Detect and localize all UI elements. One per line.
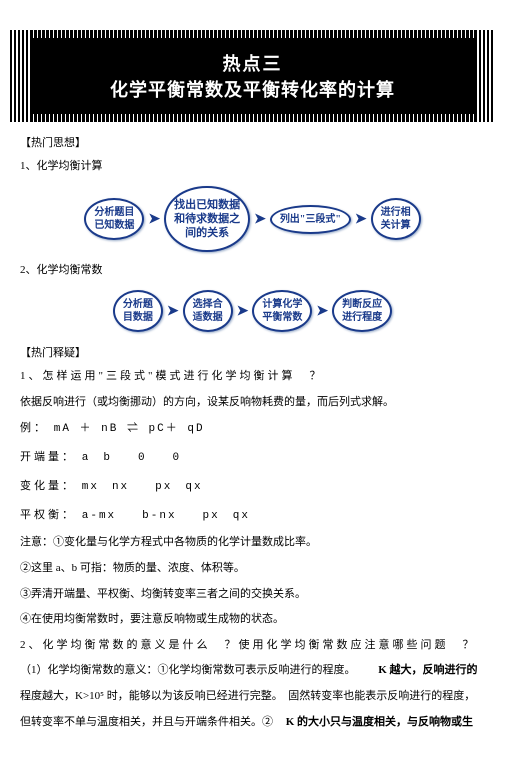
note-4: ④在使用均衡常数时，要注意反响物或生成物的状态。	[20, 611, 485, 629]
flow2-node-3-text: 计算化学平衡常数	[262, 299, 302, 323]
section-2-label: 【热门释疑】	[20, 344, 485, 360]
row1-values: a b 0 0	[82, 452, 181, 464]
q2-para-2: 程度越大，K>10⁵ 时，能够以为该反响已经进行完整。 固然转变率也能表示反响进…	[20, 688, 485, 706]
q2-p3b: K 的大小只与温度相关，与反响物或生	[286, 716, 473, 728]
flow2-node-4: 判断反应进行程度	[332, 290, 392, 332]
row1-label: 开端量：	[20, 451, 76, 463]
flow1-node-4-text: 进行相关计算	[381, 207, 411, 231]
item-1-1: 1、化学均衡计算	[20, 158, 485, 176]
row-change: 变化量： mx nx px qx	[20, 477, 485, 498]
banner-inner: 热点三 化学平衡常数及平衡转化率的计算	[18, 46, 487, 106]
q2-p1a: （1）化学均衡常数的意义：①化学均衡常数可表示反响进行的程度。	[20, 664, 356, 676]
example-label: 例：	[20, 422, 48, 434]
flow1-node-1-text: 分析题目已知数据	[94, 207, 134, 231]
page-content: 【热门思想】 1、化学均衡计算 分析题目已知数据 ➤ 找出已知数据和待求数据之间…	[0, 134, 505, 759]
flow1-node-4: 进行相关计算	[371, 198, 421, 240]
title-banner: 热点三 化学平衡常数及平衡转化率的计算	[10, 30, 495, 122]
example-equation: 例： mA ＋ nB ⇌ pC＋ qD	[20, 419, 485, 440]
question-2: 2、化学均衡常数的意义是什么 ？使用化学均衡常数应注意哪些问题 ？	[20, 637, 485, 655]
flow2-node-2: 选择合适数据	[183, 290, 233, 332]
q2-p3a: 但转变率不单与温度相关，并且与开端条件相关。②	[20, 716, 273, 728]
notes-block: 注意：①变化量与化学方程式中各物质的化学计量数成比率。	[20, 534, 485, 552]
question-1: 1、怎样运用"三段式"模式进行化学均衡计算 ？	[20, 368, 485, 386]
row2-values: mx nx px qx	[82, 481, 203, 493]
flow2-node-1-text: 分析题目数据	[123, 299, 153, 323]
row-equilibrium: 平权衡： a-mx b-nx px qx	[20, 506, 485, 527]
row2-label: 变化量：	[20, 480, 76, 492]
banner-subtitle: 化学平衡常数及平衡转化率的计算	[18, 76, 487, 102]
arrow-icon: ➤	[237, 303, 249, 320]
row3-label: 平权衡：	[20, 509, 76, 521]
note-3: ③弄清开端量、平权衡、均衡转变率三者之间的交换关系。	[20, 586, 485, 604]
flow1-node-2-text: 找出已知数据和待求数据之间的关系	[174, 199, 240, 240]
arrow-icon: ➤	[316, 303, 328, 320]
row3-values: a-mx b-nx px qx	[82, 510, 250, 522]
arrow-icon: ➤	[167, 303, 179, 320]
flow1-node-3: 列出"三段式"	[270, 205, 351, 234]
q2-para-1: （1）化学均衡常数的意义：①化学均衡常数可表示反响进行的程度。 K 越大，反响进…	[20, 662, 485, 680]
flow1-node-2: 找出已知数据和待求数据之间的关系	[164, 186, 250, 253]
flow2-node-2-text: 选择合适数据	[193, 299, 223, 323]
flow1-node-3-text: 列出"三段式"	[280, 214, 341, 225]
q2-p1b: K 越大，反响进行的	[378, 664, 477, 676]
flow2-node-1: 分析题目数据	[113, 290, 163, 332]
flowchart-1: 分析题目已知数据 ➤ 找出已知数据和待求数据之间的关系 ➤ 列出"三段式" ➤ …	[40, 186, 465, 253]
q2-para-3: 但转变率不单与温度相关，并且与开端条件相关。② K 的大小只与温度相关，与反响物…	[20, 714, 485, 732]
flow2-node-3: 计算化学平衡常数	[252, 290, 312, 332]
banner-title: 热点三	[18, 50, 487, 76]
arrow-icon: ➤	[355, 211, 367, 228]
note-1: ①变化量与化学方程式中各物质的化学计量数成比率。	[53, 536, 317, 548]
note-2: ②这里 a、b 可指：物质的量、浓度、体积等。	[20, 560, 485, 578]
arrow-icon: ➤	[148, 211, 160, 228]
note-label: 注意：	[20, 536, 53, 548]
flow2-node-4-text: 判断反应进行程度	[342, 299, 382, 323]
equation-text: mA ＋ nB ⇌ pC＋ qD	[54, 423, 205, 435]
row-start: 开端量： a b 0 0	[20, 448, 485, 469]
item-1-2: 2、化学均衡常数	[20, 262, 485, 280]
arrow-icon: ➤	[254, 211, 266, 228]
question-1-answer: 依据反响进行（或均衡挪动）的方向，设某反响物耗费的量，而后列式求解。	[20, 394, 485, 412]
flow1-node-1: 分析题目已知数据	[84, 198, 144, 240]
section-1-label: 【热门思想】	[20, 134, 485, 150]
flowchart-2: 分析题目数据 ➤ 选择合适数据 ➤ 计算化学平衡常数 ➤ 判断反应进行程度	[40, 290, 465, 332]
